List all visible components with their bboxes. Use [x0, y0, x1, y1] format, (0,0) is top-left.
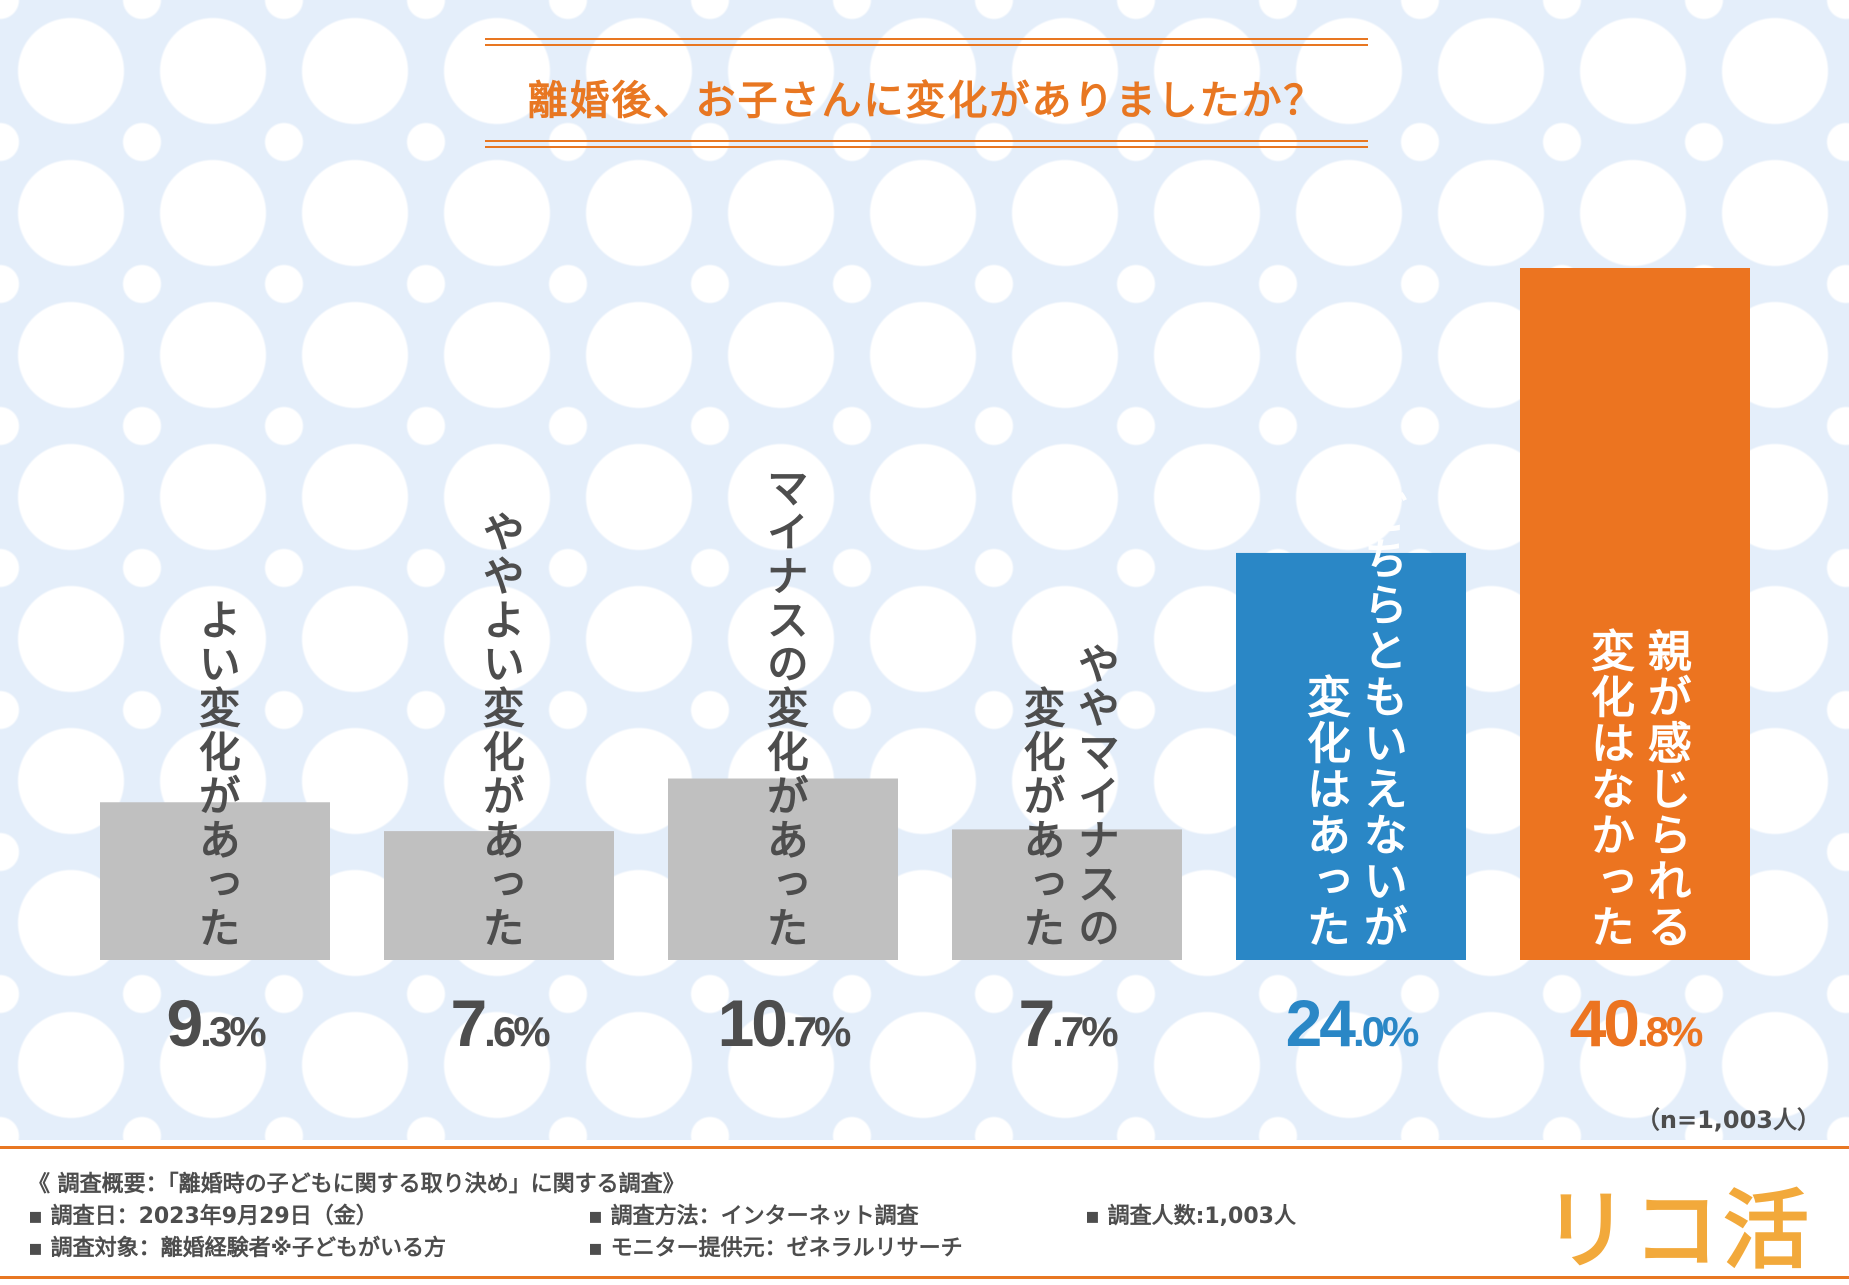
bar-4: [952, 829, 1182, 960]
value-label-6-integer: 40: [1569, 986, 1640, 1060]
bar-1: [100, 802, 330, 960]
survey-footer: [0, 1146, 1849, 1283]
value-label-1-integer: 9: [166, 986, 203, 1060]
value-label-5-integer: 24: [1285, 986, 1356, 1060]
value-label-2-integer: 7: [450, 986, 487, 1060]
value-label-2-decimal: .6%: [484, 1008, 550, 1055]
value-label-6-decimal: .8%: [1637, 1008, 1703, 1055]
value-label-4-integer: 7: [1018, 986, 1055, 1060]
value-label-4-decimal: .7%: [1052, 1008, 1118, 1055]
chart-title: 離婚後、お子さんに変化がありましたか？: [527, 78, 1326, 124]
title-box: 離婚後、お子さんに変化がありましたか？: [485, 38, 1368, 150]
bar-chart: [100, 268, 1750, 960]
value-label-1-decimal: .3%: [200, 1008, 266, 1055]
category-label-5-line-2: 変化はあった: [1298, 674, 1350, 950]
survey-count: ▪ 調査人数:1,003人: [1085, 1204, 1296, 1229]
survey-date: ▪ 調査日：2023年9月29日（金）: [28, 1204, 378, 1229]
sample-size-note: （n=1,003人）: [1635, 1106, 1821, 1134]
category-label-6-line-1: 親が感じられる: [1639, 628, 1691, 950]
value-label-3-decimal: .7%: [785, 1008, 851, 1055]
value-label-4: 7.7%: [947, 985, 1187, 1061]
category-label-3: マイナスの変化があった: [758, 466, 810, 950]
title-rule-bottom-1: [485, 140, 1368, 142]
category-label-4-line-2: 変化があった: [1016, 686, 1066, 950]
value-label-1: 9.3%: [95, 985, 335, 1061]
title-rule-bottom-2: [485, 146, 1368, 148]
bar-3: [668, 778, 898, 960]
survey-heading: 《 調査概要：「離婚時の子どもに関する取り決め」に関する調査》: [28, 1172, 685, 1197]
category-label-1-line-1: よい変化があった: [192, 598, 242, 950]
category-label-1: よい変化があった: [190, 598, 242, 950]
value-label-3: 10.7%: [663, 985, 903, 1061]
bar-6: [1520, 268, 1750, 960]
bar-5: [1236, 552, 1466, 960]
title-rule-top-2: [485, 44, 1368, 46]
category-label-4: ややマイナスの 変化があった: [1015, 642, 1120, 950]
survey-provider: ▪ モニター提供元：ゼネラルリサーチ: [588, 1236, 963, 1261]
value-label-5: 24.0%: [1231, 985, 1471, 1061]
rikokatsu-logo: リコ活: [1543, 1181, 1813, 1281]
footer-bottom-rule: [0, 1276, 1849, 1279]
value-label-6: 40.8%: [1515, 985, 1755, 1061]
category-label-4-line-1: ややマイナスの: [1071, 642, 1121, 950]
category-label-6-line-2: 変化はなかった: [1582, 628, 1634, 950]
survey-method: ▪ 調査方法：インターネット調査: [588, 1204, 919, 1229]
category-label-6: 親が感じられる 変化はなかった: [1580, 628, 1691, 950]
category-label-3-line-1: マイナスの変化があった: [760, 466, 810, 950]
category-label-2-line-1: ややよい変化があった: [476, 510, 526, 950]
category-label-2: ややよい変化があった: [474, 510, 526, 950]
category-label-5-line-1: どちらともいえないが: [1355, 490, 1407, 950]
value-label-3-integer: 10: [717, 986, 788, 1060]
title-rule-top-1: [485, 38, 1368, 40]
bar-2: [384, 831, 614, 960]
value-label-5-decimal: .0%: [1353, 1008, 1419, 1055]
survey-target: ▪ 調査対象：離婚経験者※子どもがいる方: [28, 1236, 446, 1261]
category-label-5: どちらともいえないが 変化はあった: [1296, 490, 1407, 950]
value-label-2: 7.6%: [379, 985, 619, 1061]
